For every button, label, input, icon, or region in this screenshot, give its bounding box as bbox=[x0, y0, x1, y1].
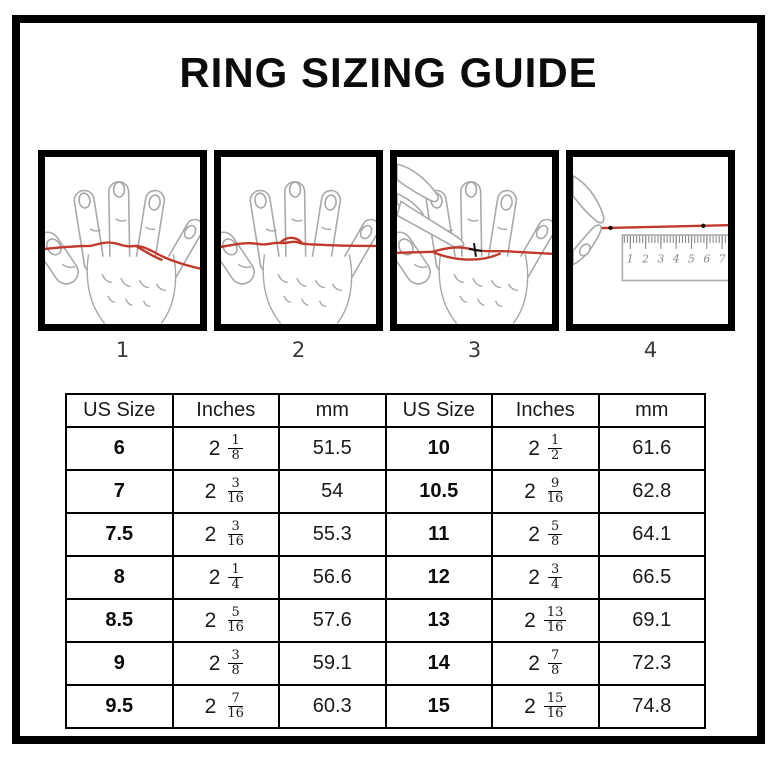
mm-value: 69.1 bbox=[597, 598, 706, 643]
mm-value: 74.8 bbox=[597, 684, 706, 729]
column-header-mm: mm bbox=[278, 393, 387, 428]
us-size-value: 14 bbox=[384, 641, 493, 686]
string-line bbox=[45, 241, 200, 270]
pinching-fingers bbox=[573, 174, 605, 266]
column-header-us-size: US Size bbox=[65, 393, 174, 428]
column-header-inches: Inches bbox=[491, 393, 600, 428]
ruler-ticks bbox=[623, 236, 726, 249]
string-line bbox=[595, 224, 728, 230]
inches-value: 2 9 16 bbox=[491, 469, 600, 514]
us-size-value: 15 bbox=[384, 684, 493, 729]
panel-3-box bbox=[390, 150, 559, 331]
string-mark-dot bbox=[608, 225, 613, 231]
svg-text:1: 1 bbox=[627, 253, 634, 266]
svg-text:7: 7 bbox=[719, 253, 726, 266]
panel-step-number: 2 bbox=[291, 338, 306, 362]
guide-card: RING SIZING GUIDE 1 2 bbox=[12, 15, 765, 744]
inches-value: 2 3 16 bbox=[171, 469, 280, 514]
instruction-panels: 1 2 bbox=[38, 150, 741, 362]
table-row: 9 2 3 8 59.1 14 2 7 8 72.3 bbox=[65, 641, 706, 686]
svg-text:3: 3 bbox=[657, 253, 664, 266]
inches-value: 2 7 16 bbox=[171, 684, 280, 729]
table-row: 7 2 3 16 54 10.5 2 9 16 62.8 bbox=[65, 469, 706, 514]
table-row: 8.5 2 5 16 57.6 13 2 13 16 69.1 bbox=[65, 598, 706, 643]
panel-step-number: 3 bbox=[467, 338, 482, 362]
svg-text:6: 6 bbox=[703, 253, 710, 266]
instruction-panel-3: 3 bbox=[390, 150, 559, 362]
table-row: 7.5 2 3 16 55.3 11 2 5 8 64.1 bbox=[65, 512, 706, 557]
string-mark-dot bbox=[701, 223, 706, 228]
size-table-body: 6 2 1 8 51.5 10 2 1 2 61.6 7 2 3 16 54 10.5 2 9 16 62.8 7.5 2… bbox=[65, 426, 706, 729]
inches-value: 2 5 16 bbox=[171, 598, 280, 643]
us-size-value: 9.5 bbox=[65, 684, 174, 729]
svg-text:2: 2 bbox=[641, 253, 649, 266]
mm-value: 72.3 bbox=[597, 641, 706, 686]
marker-cross bbox=[468, 242, 483, 257]
size-table-header: US Size Inches mm US Size Inches mm bbox=[65, 393, 706, 428]
svg-text:5: 5 bbox=[688, 253, 695, 266]
inches-value: 2 3 16 bbox=[171, 512, 280, 557]
instruction-panel-2: 2 bbox=[214, 150, 383, 362]
svg-text:4: 4 bbox=[672, 253, 680, 266]
mm-value: 62.8 bbox=[597, 469, 706, 514]
mm-value: 54 bbox=[278, 469, 387, 514]
mm-value: 59.1 bbox=[278, 641, 387, 686]
us-size-value: 6 bbox=[65, 426, 174, 471]
column-header-mm: mm bbox=[597, 393, 706, 428]
panel-step-number: 1 bbox=[115, 338, 130, 362]
column-header-inches: Inches bbox=[171, 393, 280, 428]
wrap-string-around-finger-illustration bbox=[45, 180, 200, 324]
mm-value: 61.6 bbox=[597, 426, 706, 471]
us-size-value: 11 bbox=[384, 512, 493, 557]
string-line bbox=[221, 240, 376, 249]
mm-value: 57.6 bbox=[278, 598, 387, 643]
us-size-value: 13 bbox=[384, 598, 493, 643]
mm-value: 66.5 bbox=[597, 555, 706, 600]
us-size-value: 7.5 bbox=[65, 512, 174, 557]
mm-value: 51.5 bbox=[278, 426, 387, 471]
mark-string-with-pen-illustration bbox=[397, 163, 552, 324]
string-knot bbox=[279, 236, 304, 245]
inches-value: 2 15 16 bbox=[491, 684, 600, 729]
column-header-us-size: US Size bbox=[384, 393, 493, 428]
us-size-value: 7 bbox=[65, 469, 174, 514]
instruction-panel-1: 1 bbox=[38, 150, 207, 362]
string-tail bbox=[134, 244, 163, 261]
panel-step-number: 4 bbox=[643, 338, 658, 362]
table-row: 6 2 1 8 51.5 10 2 1 2 61.6 bbox=[65, 426, 706, 471]
string-wrapped-snug-illustration bbox=[221, 180, 376, 324]
us-size-value: 12 bbox=[384, 555, 493, 600]
mm-value: 64.1 bbox=[597, 512, 706, 557]
panel-2-box bbox=[214, 150, 383, 331]
panel-1-box bbox=[38, 150, 207, 331]
us-size-value: 8.5 bbox=[65, 598, 174, 643]
mm-value: 60.3 bbox=[278, 684, 387, 729]
us-size-value: 10.5 bbox=[384, 469, 493, 514]
inches-value: 2 13 16 bbox=[491, 598, 600, 643]
table-row: 9.5 2 7 16 60.3 15 2 15 16 74.8 bbox=[65, 684, 706, 729]
header-row: US Size Inches mm US Size Inches mm bbox=[65, 393, 706, 428]
table-row: 8 2 1 4 56.6 12 2 3 4 66.5 bbox=[65, 555, 706, 600]
us-size-value: 8 bbox=[65, 555, 174, 600]
mm-value: 55.3 bbox=[278, 512, 387, 557]
string-loop bbox=[431, 250, 501, 261]
us-size-value: 10 bbox=[384, 426, 493, 471]
us-size-value: 9 bbox=[65, 641, 174, 686]
mm-value: 56.6 bbox=[278, 555, 387, 600]
page-title: RING SIZING GUIDE bbox=[179, 49, 598, 96]
